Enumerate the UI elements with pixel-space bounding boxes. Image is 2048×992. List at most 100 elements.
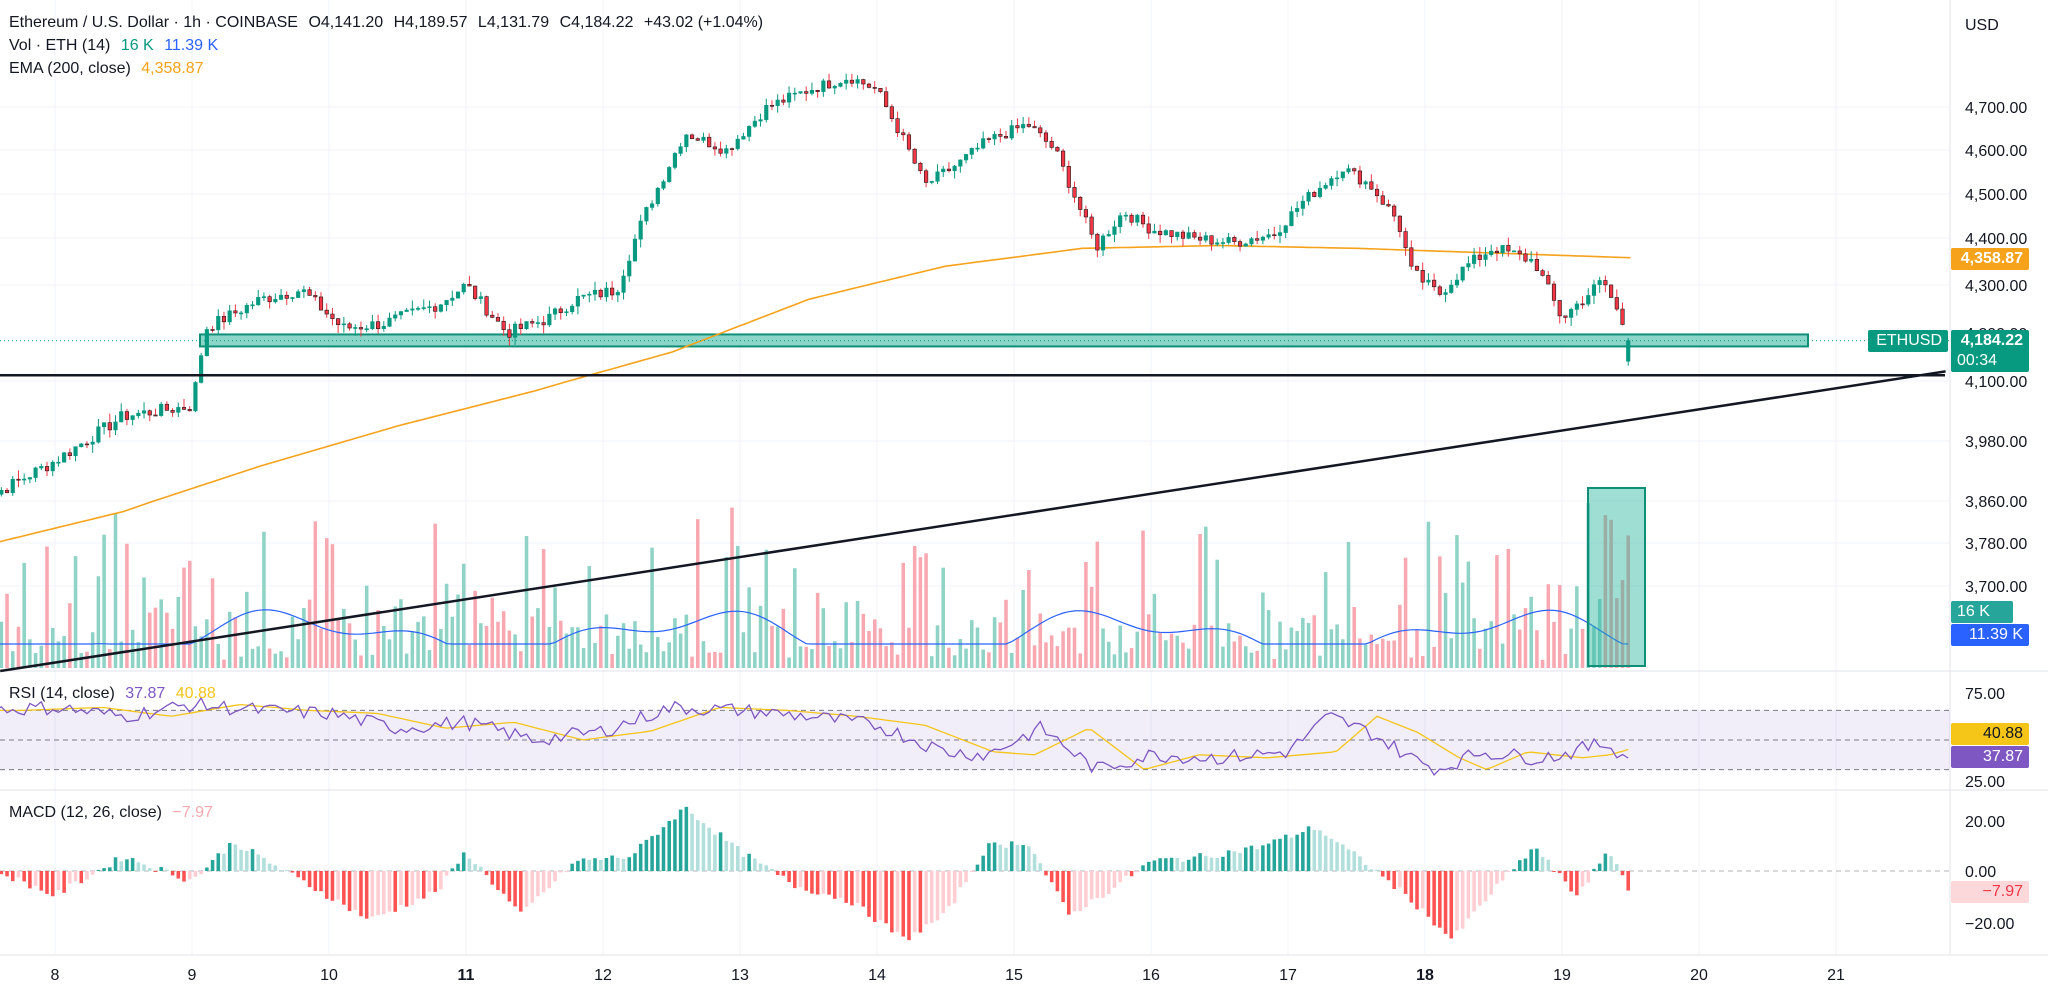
volume-bar <box>307 599 312 668</box>
macd-histogram-bar <box>1175 857 1180 871</box>
candle-body <box>1597 280 1602 285</box>
volume-bar <box>930 656 934 668</box>
volume-bar <box>787 657 791 668</box>
currency-button[interactable]: USD <box>1965 17 1999 34</box>
volume-bar <box>450 616 455 668</box>
volume-bar <box>222 659 226 668</box>
macd-histogram-bar <box>1312 829 1317 871</box>
volume-bar <box>50 627 55 668</box>
volume-bar <box>764 549 769 668</box>
candle-body <box>1078 196 1083 210</box>
macd-histogram-bar <box>1569 871 1573 892</box>
volume-bar <box>987 652 991 668</box>
volume-bar <box>170 628 175 668</box>
volume-bar <box>1432 646 1436 668</box>
candle-body <box>1489 250 1494 255</box>
time-axis-tick: 11 <box>458 967 475 984</box>
candle-body <box>358 327 364 330</box>
volume-label[interactable]: Vol · ETH (14) <box>9 37 111 54</box>
price-axis-tick: 4,300.00 <box>1965 278 2027 295</box>
candle-body <box>147 410 152 416</box>
macd-histogram-bar <box>0 871 4 875</box>
macd-label[interactable]: MACD (12, 26, close) <box>9 804 162 821</box>
macd-histogram-bar <box>1586 871 1591 883</box>
macd-histogram-bar <box>165 869 169 871</box>
candle-body <box>1095 233 1100 251</box>
macd-histogram-bar <box>1078 871 1082 912</box>
rsi-value: 37.87 <box>125 685 166 702</box>
candle-body <box>1443 292 1448 295</box>
countdown-tag: 00:34 <box>1951 350 2029 372</box>
macd-histogram-bar <box>753 858 757 871</box>
volume-bar <box>410 631 415 668</box>
candle-body <box>1009 125 1014 139</box>
candle-body <box>427 306 432 309</box>
macd-histogram-bar <box>199 871 203 875</box>
macd-histogram-bar <box>450 868 455 871</box>
volume-bar <box>684 614 689 668</box>
candles <box>0 73 1631 497</box>
candle-body <box>273 299 278 303</box>
volume-bar <box>1626 535 1630 668</box>
macd-histogram-bar <box>1192 856 1197 871</box>
symbol-title[interactable]: Ethereum / U.S. Dollar · 1h · COINBASE <box>9 14 298 31</box>
macd-histogram-bar <box>1403 871 1408 894</box>
macd-histogram-bar <box>810 871 814 894</box>
volume-bar <box>1369 634 1374 668</box>
candle-body <box>119 411 124 423</box>
candle-body <box>1015 125 1020 129</box>
macd-histogram-bar <box>1232 851 1237 871</box>
candle-body <box>153 414 158 417</box>
macd-histogram-bar <box>1512 869 1516 871</box>
macd-histogram-bar <box>119 861 123 871</box>
macd-histogram-bar <box>79 871 84 884</box>
macd-histogram-bar <box>656 834 660 871</box>
volume-bar <box>130 629 135 668</box>
volume-bar <box>1306 622 1311 668</box>
candle-body <box>1072 187 1077 198</box>
volume-bar <box>1609 519 1613 668</box>
volume-bar <box>1295 631 1299 668</box>
candle-body <box>1203 235 1208 241</box>
volume-bar <box>627 648 632 668</box>
macd-histogram-bar <box>918 871 923 933</box>
volume-bar <box>187 560 192 668</box>
volume-bar <box>1032 645 1037 668</box>
macd-histogram-bar <box>461 852 466 871</box>
macd-histogram-bar <box>964 871 968 883</box>
candle-body <box>96 426 101 443</box>
volume-bar <box>142 577 146 668</box>
candle-body <box>124 411 129 420</box>
volume-bar <box>610 654 614 668</box>
time-axis-tick: 8 <box>51 967 60 984</box>
volume-bar <box>1472 618 1476 668</box>
candle-body <box>815 89 820 92</box>
macd-histogram-bar <box>1318 830 1322 871</box>
macd-histogram-bar <box>901 871 906 937</box>
volume-bar <box>793 568 797 668</box>
candle-body <box>650 203 655 208</box>
macd-histogram-bar <box>296 871 300 878</box>
time-axis-tick: 15 <box>1005 967 1023 984</box>
macd-histogram-bar <box>1495 871 1499 884</box>
candle-body <box>906 134 912 150</box>
candle-body <box>56 461 61 464</box>
macd-histogram-bar <box>33 871 38 886</box>
volume-bar <box>815 592 820 668</box>
volume-bar <box>262 531 266 668</box>
candle-body <box>267 296 272 303</box>
volume-bar <box>479 623 483 668</box>
volume-bar <box>85 651 89 668</box>
macd-histogram-bar <box>553 871 557 882</box>
ema-label[interactable]: EMA (200, close) <box>9 60 131 77</box>
volume-bar <box>1380 638 1385 668</box>
rsi-label[interactable]: RSI (14, close) <box>9 685 115 702</box>
candle-body <box>1323 185 1328 189</box>
macd-histogram-bar <box>838 871 843 898</box>
volume-bar <box>1517 629 1522 668</box>
candle-body <box>735 138 740 149</box>
volume-bar <box>998 622 1003 668</box>
macd-histogram-bar <box>524 871 529 907</box>
macd-histogram-bar <box>404 871 409 907</box>
